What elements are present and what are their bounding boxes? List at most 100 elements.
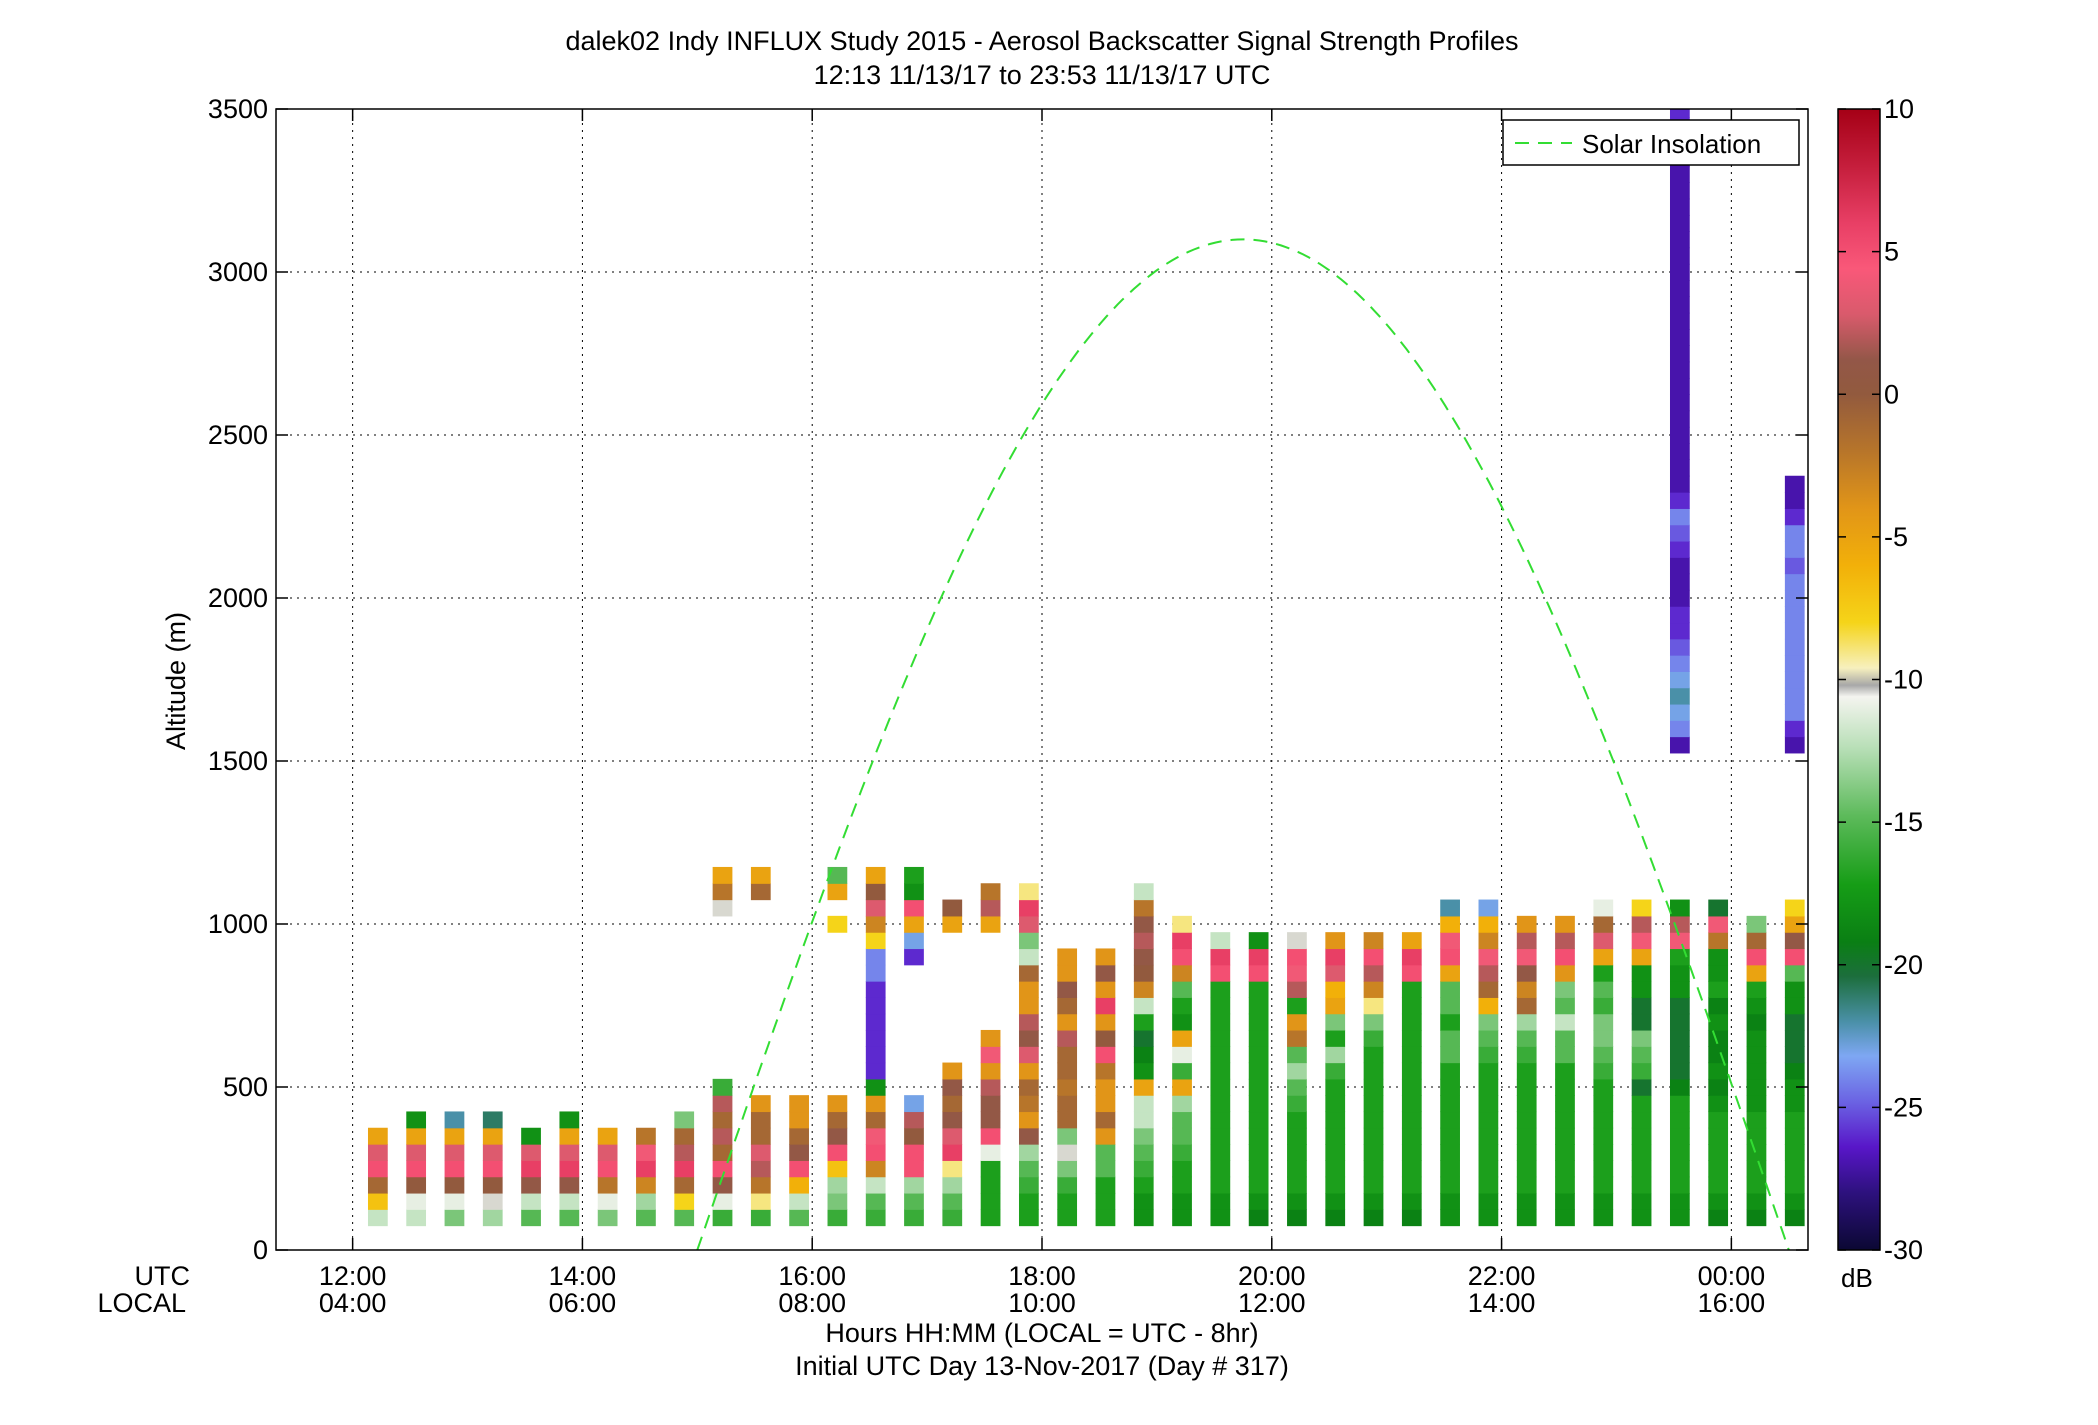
heatmap-cell <box>1669 720 1690 738</box>
heatmap-cell <box>1057 1029 1078 1047</box>
heatmap-cell <box>367 1192 388 1210</box>
heatmap-cell <box>1287 1029 1307 1047</box>
heatmap-cell <box>1593 1046 1614 1064</box>
heatmap-cell <box>1057 964 1078 982</box>
heatmap-cell <box>1018 915 1039 933</box>
heatmap-cell <box>636 1160 656 1178</box>
heatmap-cell <box>1248 964 1269 982</box>
x-tick-label-utc: 22:00 <box>1468 1261 1536 1291</box>
heatmap-cell <box>1669 1144 1690 1161</box>
heatmap-cell <box>444 1192 465 1210</box>
heatmap-cell <box>1669 540 1690 558</box>
heatmap-cell <box>367 1127 388 1145</box>
colorbar-tick-label: -5 <box>1884 522 1908 552</box>
heatmap-cell <box>1325 1062 1346 1080</box>
heatmap-cell <box>904 915 924 933</box>
heatmap-cell <box>1631 1144 1652 1161</box>
heatmap-cell <box>1363 948 1384 966</box>
heatmap-cell <box>1172 1013 1192 1031</box>
heatmap-cell <box>942 1192 963 1210</box>
y-tick-label: 0 <box>253 1235 268 1265</box>
heatmap-cell <box>1555 997 1575 1015</box>
heatmap-cell <box>1669 329 1690 346</box>
heatmap-cell <box>1401 1127 1422 1145</box>
heatmap-cell <box>521 1144 541 1161</box>
heatmap-cell <box>597 1209 618 1227</box>
heatmap-cell <box>1631 1176 1652 1194</box>
heatmap-cell <box>1172 932 1192 950</box>
heatmap-cell <box>1210 1176 1231 1194</box>
heatmap-cell <box>980 899 1001 917</box>
heatmap-cell <box>1172 1209 1192 1227</box>
heatmap-cell <box>827 866 848 884</box>
heatmap-cell <box>1478 1192 1499 1210</box>
heatmap-cell <box>1018 948 1039 966</box>
heatmap-cell <box>1784 1029 1805 1047</box>
heatmap-cell <box>1746 997 1767 1015</box>
heatmap-cell <box>1440 1160 1460 1178</box>
heatmap-cell <box>1593 932 1614 950</box>
heatmap-cell <box>1478 981 1499 998</box>
heatmap-cell <box>980 1192 1001 1210</box>
x-axis-row-label-utc: UTC <box>135 1261 191 1291</box>
heatmap-cell <box>1746 1078 1767 1096</box>
heatmap-cell <box>1401 1095 1422 1113</box>
heatmap-cell <box>1669 231 1690 249</box>
heatmap-cell <box>1018 899 1039 917</box>
heatmap-cell <box>865 1095 886 1113</box>
heatmap-cell <box>1363 932 1384 950</box>
heatmap-cell <box>827 1144 848 1161</box>
heatmap-cell <box>1287 1209 1307 1227</box>
heatmap-cell <box>1669 703 1690 721</box>
heatmap-cell <box>1478 1062 1499 1080</box>
x-tick-label-local: 08:00 <box>778 1288 846 1318</box>
heatmap-cell <box>1555 1095 1575 1113</box>
heatmap-cell <box>1516 1013 1537 1031</box>
heatmap-cell <box>1708 1013 1729 1031</box>
heatmap-cell <box>942 1209 963 1227</box>
heatmap-cell <box>1440 1176 1460 1194</box>
heatmap-cell <box>1248 1127 1269 1145</box>
heatmap-cell <box>1631 1095 1652 1113</box>
heatmap-cell <box>750 1111 771 1129</box>
heatmap-cell <box>980 1095 1001 1113</box>
heatmap-cell <box>1708 1192 1729 1210</box>
heatmap-cell <box>1669 263 1690 281</box>
x-axis-label-2: Initial UTC Day 13-Nov-2017 (Day # 317) <box>795 1351 1289 1381</box>
heatmap-cell <box>1478 997 1499 1015</box>
chart-subtitle: 12:13 11/13/17 to 23:53 11/13/17 UTC <box>814 60 1271 90</box>
heatmap-cell <box>1133 883 1154 901</box>
heatmap-cell <box>1746 932 1767 950</box>
heatmap-cell <box>1784 557 1805 575</box>
heatmap-cell <box>1057 981 1078 998</box>
heatmap-cell <box>1440 981 1460 998</box>
heatmap-cell <box>1325 1176 1346 1194</box>
heatmap-cell <box>444 1144 465 1161</box>
colorbar-tick-label: -30 <box>1884 1235 1923 1265</box>
heatmap-cell <box>1248 981 1269 998</box>
heatmap-cell <box>865 932 886 950</box>
heatmap-cell <box>1440 1078 1460 1096</box>
heatmap-cell <box>1133 1209 1154 1227</box>
heatmap-cell <box>1746 1176 1767 1194</box>
plot-area <box>276 109 1808 1250</box>
heatmap-cell <box>1210 1209 1231 1227</box>
heatmap-cell <box>1287 1046 1307 1064</box>
heatmap-cell <box>1095 1192 1116 1210</box>
heatmap-cell <box>1593 1209 1614 1227</box>
heatmap-cell <box>1708 915 1729 933</box>
heatmap-cell <box>1631 1078 1652 1096</box>
heatmap-cell <box>1401 932 1422 950</box>
x-tick-label-local: 10:00 <box>1008 1288 1076 1318</box>
heatmap-cell <box>1784 671 1805 689</box>
heatmap-cell <box>1018 1062 1039 1080</box>
heatmap-cell <box>559 1144 580 1161</box>
heatmap-cell <box>1018 1013 1039 1031</box>
heatmap-cell <box>1478 1160 1499 1178</box>
heatmap-cell <box>712 1176 733 1194</box>
heatmap-cell <box>1478 1209 1499 1227</box>
x-tick-label-utc: 20:00 <box>1238 1261 1306 1291</box>
heatmap-cell <box>904 1144 924 1161</box>
colorbar-tick-label: 5 <box>1884 237 1899 267</box>
heatmap-cell <box>1593 1078 1614 1096</box>
